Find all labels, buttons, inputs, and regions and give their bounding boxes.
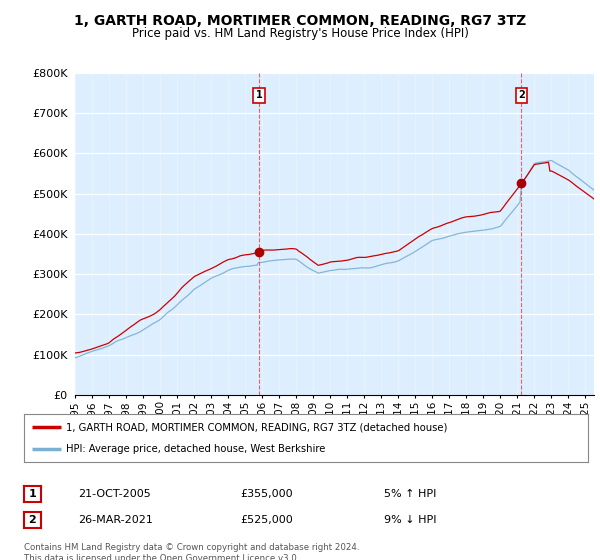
Text: HPI: Average price, detached house, West Berkshire: HPI: Average price, detached house, West… [66,444,326,454]
Text: 1, GARTH ROAD, MORTIMER COMMON, READING, RG7 3TZ: 1, GARTH ROAD, MORTIMER COMMON, READING,… [74,14,526,28]
Text: 1: 1 [256,90,262,100]
Text: 21-OCT-2005: 21-OCT-2005 [78,489,151,499]
Text: 2: 2 [518,90,525,100]
Text: £355,000: £355,000 [240,489,293,499]
Text: 5% ↑ HPI: 5% ↑ HPI [384,489,436,499]
Text: 2: 2 [29,515,36,525]
Text: 1: 1 [29,489,36,499]
Text: £525,000: £525,000 [240,515,293,525]
Text: Price paid vs. HM Land Registry's House Price Index (HPI): Price paid vs. HM Land Registry's House … [131,27,469,40]
Text: Contains HM Land Registry data © Crown copyright and database right 2024.
This d: Contains HM Land Registry data © Crown c… [24,543,359,560]
Text: 26-MAR-2021: 26-MAR-2021 [78,515,153,525]
Text: 1, GARTH ROAD, MORTIMER COMMON, READING, RG7 3TZ (detached house): 1, GARTH ROAD, MORTIMER COMMON, READING,… [66,422,448,432]
Text: 9% ↓ HPI: 9% ↓ HPI [384,515,437,525]
